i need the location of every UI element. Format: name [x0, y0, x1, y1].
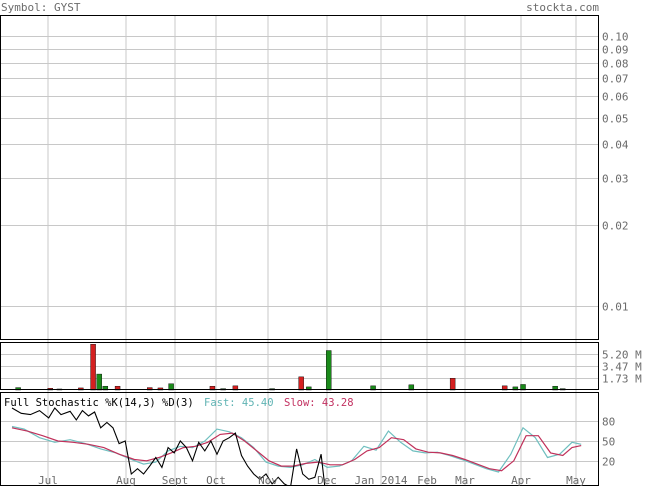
x-tick-label: Aug	[116, 474, 136, 486]
stochastic-panel	[11, 407, 582, 486]
stochastic-tick-label: 80	[602, 416, 615, 429]
x-tick-label: Dec	[317, 474, 337, 486]
x-tick-label: May	[566, 474, 586, 486]
stochastic-k-line	[11, 407, 326, 486]
stochastic-title: Full Stochastic %K(14,3) %D(3)	[4, 397, 194, 409]
site-label: stockta.com	[526, 1, 599, 14]
price-tick-label: 0.01	[602, 301, 629, 314]
volume-tick-label: 3.47 M	[602, 361, 642, 374]
x-tick-label: Feb	[417, 474, 437, 486]
symbol-label: Symbol: GYST	[1, 1, 81, 14]
x-tick-label: Apr	[511, 474, 531, 486]
volume-panel	[15, 344, 566, 391]
volume-tick-label: 1.73 M	[602, 373, 642, 386]
price-tick-label: 0.03	[602, 173, 629, 186]
price-tick-label: 0.02	[602, 220, 629, 233]
price-tick-label: 0.07	[602, 73, 629, 86]
price-tick-label: 0.05	[602, 113, 629, 126]
volume-bar	[90, 344, 96, 391]
fast-value-label: Fast: 45.40	[204, 397, 274, 409]
x-tick-label: Oct	[206, 474, 226, 486]
slow-value-label: Slow: 43.28	[284, 397, 354, 409]
volume-bar	[96, 373, 102, 391]
price-tick-label: 0.08	[602, 58, 629, 71]
volume-bar	[449, 378, 456, 391]
x-tick-label: Nov	[258, 474, 278, 486]
price-frame	[0, 15, 599, 340]
grid-layer	[0, 15, 599, 486]
volume-frame	[0, 342, 599, 390]
price-tick-label: 0.06	[602, 91, 629, 104]
volume-bar	[326, 350, 332, 391]
x-tick-label: Mar	[455, 474, 475, 486]
x-tick-label: Jan 2014	[355, 474, 408, 486]
price-tick-label: 0.04	[602, 139, 629, 152]
volume-bar	[298, 376, 304, 391]
price-tick-label: 0.10	[602, 31, 629, 44]
volume-tick-label: 5.20 M	[602, 349, 642, 362]
stochastic-tick-label: 20	[602, 456, 615, 469]
x-tick-label: Sept	[162, 474, 189, 486]
price-tick-label: 0.09	[602, 44, 629, 57]
axis-labels: 0.100.090.08 0.07 0.06 0.05 0.04 0.03 0.02 0.01…	[38, 31, 642, 486]
stochastic-tick-label: 50	[602, 436, 615, 449]
x-tick-label: Jul	[38, 474, 58, 486]
stochastic-slow-line	[11, 427, 582, 472]
